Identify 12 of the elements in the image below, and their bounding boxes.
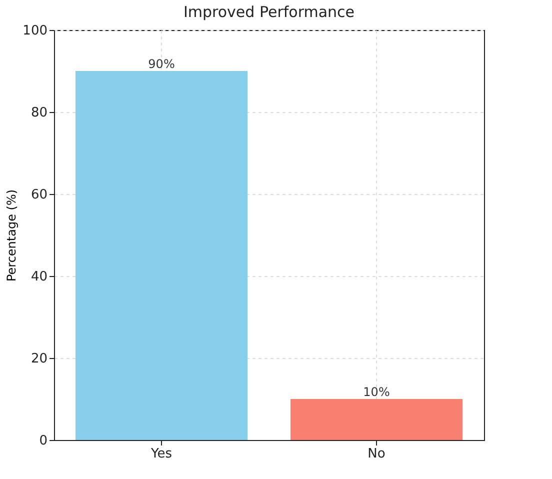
y-tick-label: 80 — [30, 106, 48, 120]
y-tick-label: 60 — [30, 188, 48, 202]
y-tick-label: 20 — [30, 352, 48, 366]
x-tick-label: No — [368, 446, 386, 462]
y-axis-title: Percentage (%) — [4, 189, 19, 282]
y-tick-label: 100 — [22, 24, 48, 38]
data-label: 90% — [148, 57, 175, 71]
y-tick-label: 0 — [39, 434, 48, 448]
y-tick-label: 40 — [30, 270, 48, 284]
x-tick-label: Yes — [150, 446, 172, 462]
data-label: 10% — [363, 385, 390, 399]
chart-title: Improved Performance — [183, 3, 355, 21]
